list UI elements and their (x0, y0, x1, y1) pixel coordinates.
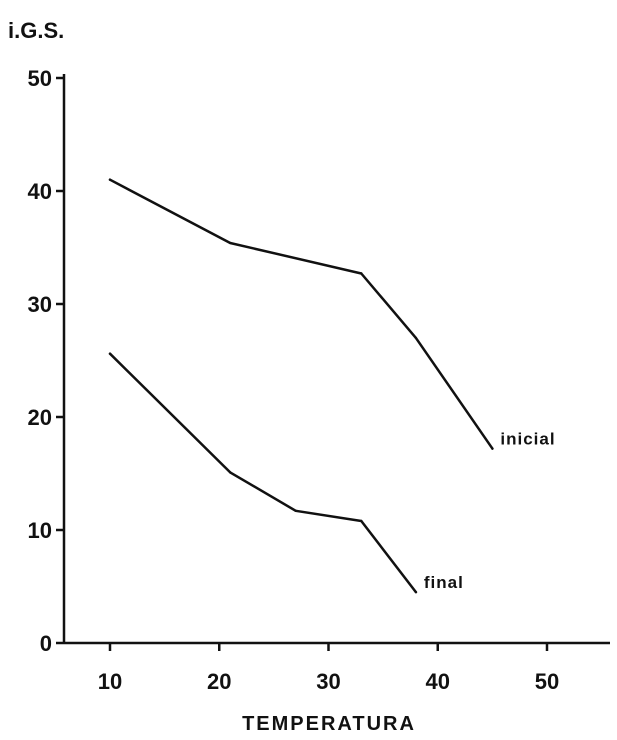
data-point-inicial (491, 447, 494, 450)
data-point-final (108, 352, 112, 355)
y-tick-label: 10 (28, 518, 52, 543)
data-point-inicial (228, 241, 232, 245)
series-line-final (108, 352, 418, 594)
series-label-inicial: inicial (500, 430, 555, 449)
y-tick-label: 30 (28, 292, 52, 317)
series-group: inicial final (108, 178, 555, 594)
y-tick-label: 50 (28, 66, 52, 91)
y-ticks: 0 10 20 30 40 50 (28, 66, 64, 656)
x-tick-label: 30 (316, 669, 340, 694)
y-tick-label: 20 (28, 405, 52, 430)
x-tick-label: 20 (207, 669, 231, 694)
data-point-final (294, 509, 297, 512)
data-point-inicial (414, 336, 418, 340)
data-point-inicial (360, 272, 363, 275)
data-point-final (414, 590, 418, 594)
series-line-inicial (108, 178, 494, 450)
data-point-inicial (108, 178, 112, 181)
x-tick-label: 40 (426, 669, 450, 694)
y-tick-label: 40 (28, 179, 52, 204)
x-tick-label: 10 (98, 669, 122, 694)
x-axis-title: TEMPERATURA (242, 713, 416, 735)
axes (62, 74, 610, 645)
series-label-final: final (424, 573, 464, 592)
y-tick-label: 0 (40, 631, 52, 656)
x-ticks: 10 20 30 40 50 (98, 643, 559, 694)
x-tick-label: 50 (535, 669, 559, 694)
y-axis-title: i.G.S. (8, 18, 64, 43)
data-point-final (360, 519, 363, 523)
data-point-final (228, 471, 232, 474)
